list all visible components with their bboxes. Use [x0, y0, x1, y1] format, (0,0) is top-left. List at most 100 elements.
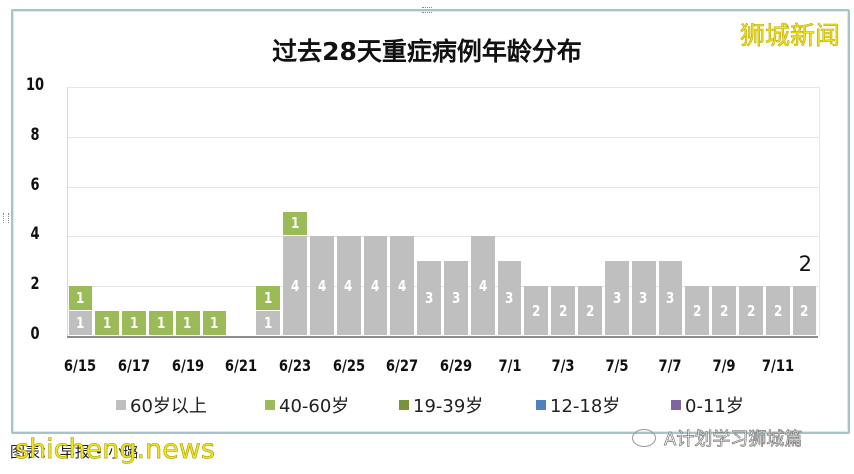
bar-value-label: 1: [263, 289, 273, 308]
bar-value-label: 3: [451, 289, 461, 308]
legend-swatch-icon: [116, 400, 126, 410]
bar-segment: 1: [175, 311, 200, 335]
wechat-source: A计划学习狮城篇: [632, 425, 803, 451]
bar-value-label: 2: [719, 301, 729, 320]
bar-segment: 2: [792, 286, 817, 335]
x-tick-label: 7/1: [498, 356, 522, 375]
gridline: [67, 186, 818, 188]
bar-segment: 1: [148, 311, 173, 335]
legend-item: 40-60岁: [265, 392, 349, 418]
legend-item: 19-39岁: [399, 392, 483, 418]
bar-segment: 3: [417, 261, 441, 335]
legend-item: 60岁以上: [116, 392, 207, 418]
legend-swatch-icon: [671, 400, 681, 410]
bar-segment: 2: [765, 286, 790, 335]
bar-value-label: 2: [532, 301, 541, 320]
bar-value-label: 1: [290, 214, 300, 233]
legend-item: 0-11岁: [671, 392, 744, 418]
x-tick-label: 6/27: [386, 356, 419, 375]
bar-value-label: 1: [156, 314, 166, 333]
bar-value-label: 2: [585, 301, 595, 320]
x-tick-label: 7/5: [605, 356, 629, 375]
x-tick-label: 6/21: [225, 356, 258, 375]
bar-value-label: 1: [129, 314, 139, 333]
x-tick-label: 6/19: [171, 356, 204, 375]
bar-value-label: 3: [639, 289, 648, 308]
bar-value-label: 4: [344, 276, 353, 295]
x-tick-label: 6/17: [117, 356, 151, 375]
bar-value-label: 3: [666, 289, 675, 308]
bar-segment: 4: [470, 236, 495, 335]
bar-segment: 4: [309, 236, 334, 335]
bar-segment: 1: [202, 311, 227, 335]
bar-value-label: 2: [773, 301, 782, 320]
x-tick-label: 7/11: [761, 356, 794, 375]
x-tick-label: 7/3: [551, 356, 575, 375]
bar-value-label: 4: [317, 276, 326, 295]
bar-value-label: 2: [693, 301, 702, 320]
bar-value-label: 1: [103, 314, 112, 333]
bar-value-label: 3: [505, 289, 514, 308]
bar-segment: 1: [68, 286, 93, 311]
bar-value-label: 1: [210, 314, 219, 333]
y-tick-label: 10: [25, 75, 45, 95]
bar-value-label: 1: [76, 314, 85, 333]
x-tick-label: 6/29: [439, 356, 472, 375]
bar-segment: 2: [685, 286, 710, 335]
bar-value-label: 4: [478, 276, 487, 295]
bar-segment: 3: [658, 261, 683, 335]
chart-credit: 图表： 早报 • 小璐: [10, 443, 139, 461]
bar-segment: 2: [712, 286, 737, 335]
x-axis-line: [67, 336, 818, 338]
gridline: [67, 136, 818, 138]
bar-value-label: 3: [424, 289, 434, 308]
resize-handle-top[interactable]: [422, 7, 432, 13]
bar-segment: 1: [256, 311, 281, 335]
y-tick-label: 8: [30, 124, 40, 145]
bar-value-label: 2: [559, 301, 568, 320]
bar-segment: 2: [524, 286, 549, 335]
bar-segment: 1: [95, 311, 120, 335]
legend-label: 0-11岁: [685, 396, 744, 417]
bar-segment: 4: [390, 236, 415, 335]
legend-label: 12-18岁: [550, 396, 621, 417]
wechat-icon: [632, 429, 656, 447]
legend-swatch-icon: [399, 400, 409, 410]
x-tick-label: 7/9: [712, 356, 736, 375]
bar-value-label: 4: [371, 276, 380, 295]
x-tick-label: 6/15: [64, 356, 97, 375]
bar-value-label: 1: [183, 314, 192, 333]
site-watermark: shicheng.news: [15, 434, 216, 466]
bar-segment: 3: [497, 261, 522, 335]
y-tick-label: 0: [30, 324, 40, 344]
bar-segment: 3: [631, 261, 656, 335]
bar-segment: 3: [604, 261, 629, 335]
legend: 60岁以上 40-60岁 19-39岁 12-18岁 0-11岁: [0, 392, 854, 418]
bar-segment: 4: [363, 236, 388, 335]
bar-value-label: 2: [800, 301, 809, 320]
bar-value-label: 4: [290, 276, 300, 295]
legend-label: 60岁以上: [130, 396, 207, 417]
legend-swatch-icon: [536, 400, 546, 410]
plot-area: [67, 87, 820, 337]
y-tick-label: 6: [30, 174, 40, 195]
bar-segment: 1: [122, 311, 146, 335]
bar-segment: 4: [336, 236, 361, 335]
x-tick-label: 6/25: [332, 356, 365, 375]
bar-value-label: 1: [263, 314, 273, 333]
y-tick-label: 2: [30, 274, 40, 295]
resize-handle-left[interactable]: [3, 213, 9, 223]
bar-value-label: 2: [746, 301, 756, 320]
legend-label: 19-39岁: [413, 396, 484, 417]
legend-label: 40-60岁: [279, 396, 350, 417]
chart-frame: [11, 9, 850, 434]
gridline: [67, 286, 818, 288]
wechat-source-label: A计划学习狮城篇: [664, 429, 803, 451]
bar-value-label: 3: [612, 289, 622, 308]
brand-watermark: 狮城新闻: [739, 21, 841, 51]
y-tick-label: 4: [30, 224, 40, 245]
total-annotation: 2: [798, 252, 812, 277]
x-tick-label: 6/23: [278, 356, 312, 375]
bar-segment: 1: [68, 311, 93, 335]
bar-value-label: 1: [76, 289, 85, 308]
